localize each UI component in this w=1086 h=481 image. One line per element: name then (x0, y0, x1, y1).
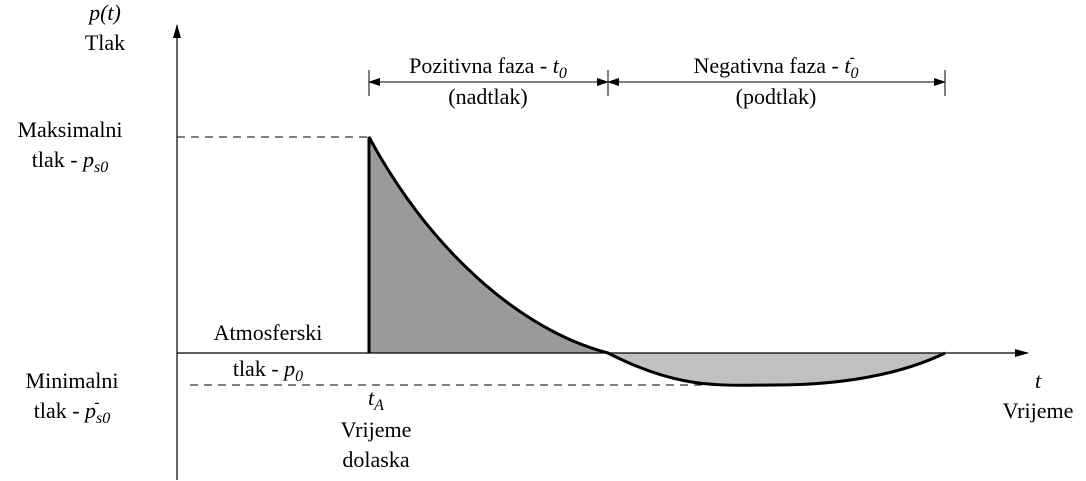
negative-phase-area (608, 353, 945, 386)
symbol: p (83, 398, 96, 423)
text: Pozitivna faza - (409, 53, 553, 78)
text: tlak - (34, 398, 85, 423)
x-axis-symbol: t (1035, 368, 1042, 393)
symbol: t (553, 53, 560, 78)
min-label: tlak - ps0- (34, 394, 111, 427)
atm-label: Atmosferski (214, 320, 323, 345)
subscript: 0 (295, 368, 303, 385)
symbol: p (81, 147, 94, 172)
negative-phase-label: Negativna faza - t0- (694, 49, 859, 82)
superscript: - (94, 394, 99, 411)
text: Negativna faza - (694, 53, 845, 78)
arrival-label: Vrijeme (341, 417, 412, 442)
symbol: p (282, 356, 295, 381)
max-label: Maksimalni (17, 117, 122, 142)
subscript: A (373, 397, 384, 414)
text: tlak - (233, 356, 284, 381)
superscript: - (849, 49, 854, 66)
subscript: 0 (850, 65, 858, 82)
symbol: t (844, 53, 851, 78)
subscript: s0 (94, 159, 108, 176)
min-label: Minimalni (26, 368, 119, 393)
arrival-symbol: tA (368, 385, 384, 414)
y-axis-name: Tlak (85, 30, 125, 55)
y-axis-symbol: p(t) (87, 0, 121, 25)
max-label: tlak - ps0 (32, 147, 109, 176)
text: tlak - (32, 147, 83, 172)
positive-phase-label: Pozitivna faza - t0 (409, 53, 567, 82)
positive-phase-note: (nadtlak) (448, 84, 527, 109)
negative-phase-note: (podtlak) (736, 84, 817, 109)
atm-label: tlak - p0 (233, 356, 303, 385)
x-axis-name: Vrijeme (1003, 398, 1074, 423)
subscript: 0 (559, 65, 567, 82)
subscript: s0 (96, 410, 110, 427)
pressure-curve (367, 136, 946, 387)
positive-phase-area (369, 137, 608, 353)
symbol: t (368, 385, 375, 410)
arrival-label: dolaska (342, 447, 409, 472)
